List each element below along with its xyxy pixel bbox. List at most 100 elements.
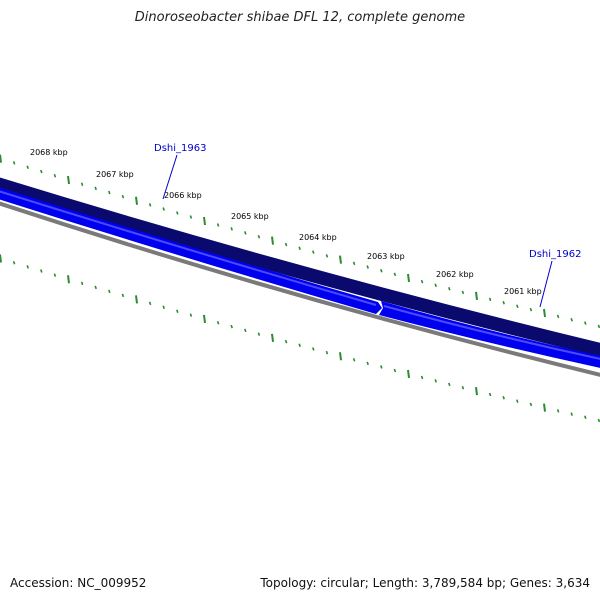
- kbp-label: 2062 kbp: [436, 270, 474, 279]
- scale-tick: [298, 343, 301, 348]
- scale-tick: [516, 399, 519, 403]
- figure-title: Dinoroseobacter shibae DFL 12, complete …: [134, 10, 466, 25]
- scale-tick: [26, 265, 29, 269]
- scale-tick: [176, 309, 179, 313]
- scale-tick: [584, 415, 587, 420]
- scale-tick: [502, 301, 505, 305]
- scale-tick: [420, 375, 424, 380]
- gene-leader-line: [162, 154, 178, 200]
- scale-tick: [420, 279, 424, 284]
- scale-tick: [257, 332, 261, 336]
- scale-tick: [216, 321, 220, 325]
- scale-tick: [529, 402, 533, 407]
- scale-tick: [502, 396, 505, 400]
- scale-tick: [121, 293, 125, 298]
- gene-label-dshi-1963[interactable]: Dshi_1963: [154, 143, 206, 154]
- scale-tick: [203, 314, 206, 324]
- scale-tick: [312, 347, 315, 351]
- scale-tick: [284, 242, 288, 247]
- scale-tick: [339, 255, 342, 264]
- scale-tick: [230, 227, 233, 231]
- scale-tick: [407, 369, 410, 379]
- scale-tick: [40, 269, 43, 273]
- scale-tick: [529, 307, 533, 312]
- scale-tick: [584, 321, 587, 325]
- inner-grey-track: [0, 201, 600, 377]
- scale-tick: [352, 358, 356, 362]
- scale-tick: [108, 289, 111, 294]
- scale-tick: [366, 265, 369, 269]
- scale-tick: [298, 246, 301, 251]
- scale-tick: [244, 231, 247, 235]
- scale-tick: [325, 254, 329, 258]
- scale-tick: [339, 352, 342, 361]
- scale-tick: [312, 250, 315, 254]
- scale-tick: [121, 194, 125, 199]
- gene-arrow-dshi-1962[interactable]: [379, 301, 600, 369]
- kbp-label: 2065 kbp: [231, 212, 269, 221]
- kbp-label: 2061 kbp: [504, 287, 542, 296]
- scale-tick: [189, 313, 193, 317]
- scale-tick: [556, 314, 560, 319]
- scale-tick: [448, 382, 451, 387]
- scale-tick: [380, 365, 383, 369]
- scale-tick: [94, 285, 97, 290]
- scale-tick: [12, 161, 16, 165]
- genome-summary: Topology: circular; Length: 3,789,584 bp…: [260, 576, 590, 590]
- scale-tick: [325, 350, 329, 355]
- scale-tick: [26, 165, 29, 169]
- scale-tick: [543, 308, 546, 318]
- scale-tick: [271, 333, 274, 342]
- scale-tick: [475, 291, 478, 300]
- scale-tick: [597, 324, 600, 329]
- outer-tick-row: [0, 154, 600, 329]
- scale-tick: [203, 216, 206, 226]
- gene-label-dshi-1962[interactable]: Dshi_1962: [529, 249, 581, 260]
- scale-tick: [148, 301, 152, 306]
- scale-tick: [80, 281, 84, 286]
- kbp-label: 2064 kbp: [299, 233, 337, 242]
- scale-tick: [434, 283, 437, 287]
- scale-tick: [284, 339, 288, 344]
- scale-tick: [461, 290, 465, 295]
- scale-tick: [0, 154, 2, 163]
- scale-tick: [135, 196, 138, 205]
- kbp-label: 2063 kbp: [367, 252, 405, 261]
- gene-leader-line: [539, 260, 553, 308]
- scale-tick: [488, 297, 492, 302]
- scale-tick: [516, 304, 519, 308]
- scale-tick: [257, 234, 261, 239]
- scale-tick: [543, 403, 546, 412]
- scale-tick: [53, 174, 57, 178]
- scale-tick: [67, 275, 70, 284]
- scale-tick: [244, 328, 247, 333]
- scale-tick: [230, 324, 233, 329]
- scale-tick: [366, 361, 369, 366]
- scale-tick: [67, 175, 70, 185]
- kbp-label: 2067 kbp: [96, 170, 134, 179]
- scale-tick: [434, 379, 437, 383]
- scale-tick: [135, 295, 138, 304]
- scale-tick: [407, 273, 410, 283]
- scale-tick: [352, 261, 356, 266]
- scale-tick: [556, 409, 560, 413]
- scale-tick: [176, 211, 179, 215]
- kbp-label: 2066 kbp: [164, 191, 202, 200]
- scale-tick: [271, 236, 274, 245]
- scale-tick: [393, 272, 397, 277]
- scale-tick: [393, 368, 397, 373]
- scale-tick: [53, 273, 57, 277]
- accession-label: Accession: NC_009952: [10, 576, 147, 590]
- outer-dark-track: [0, 177, 600, 357]
- scale-tick: [189, 215, 193, 219]
- scale-tick: [0, 254, 2, 263]
- scale-tick: [448, 287, 451, 291]
- scale-tick: [570, 412, 573, 416]
- scale-tick: [597, 418, 600, 423]
- scale-tick: [162, 305, 165, 310]
- scale-tick: [80, 182, 84, 186]
- inner-tick-row: [0, 254, 600, 423]
- scale-tick: [570, 318, 573, 322]
- scale-tick: [475, 386, 478, 396]
